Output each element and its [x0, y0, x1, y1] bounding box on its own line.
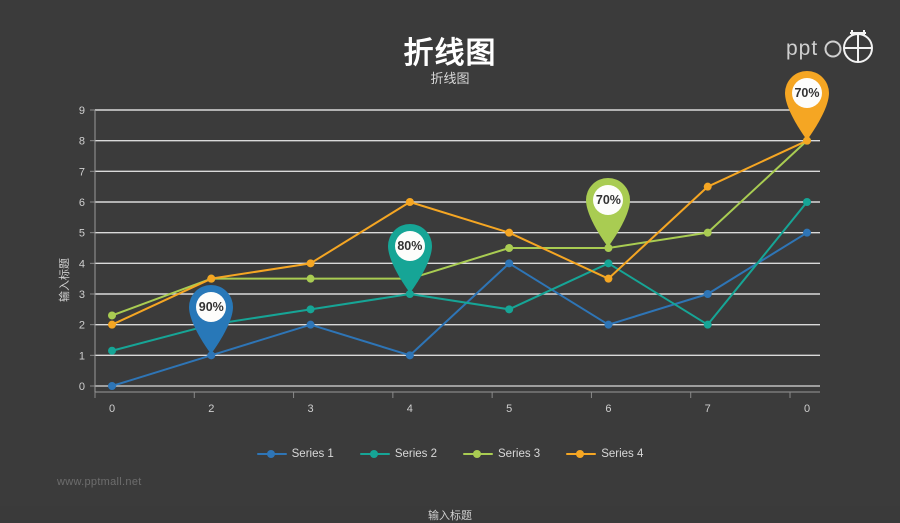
data-point[interactable] [207, 274, 216, 283]
x-axis-tick-label: 7 [705, 403, 711, 415]
y-axis-tick-label: 8 [79, 136, 85, 148]
x-axis-tick-label: 0 [804, 403, 810, 415]
legend-item-2[interactable]: Series 2 [359, 448, 437, 460]
data-point[interactable] [803, 198, 811, 206]
legend-swatch-icon [463, 449, 493, 459]
pin-icon [785, 70, 829, 140]
y-axis-tick-label: 7 [79, 166, 85, 178]
chart-header: 折线图 折线图 ppt [0, 0, 900, 96]
y-axis-tick-label: 2 [79, 320, 85, 332]
y-axis-tick-label: 0 [79, 381, 85, 393]
chart-legend: Series 1 Series 2 Series 3 Series 4 [0, 448, 900, 460]
data-point[interactable] [405, 290, 414, 298]
pin-icon [586, 178, 631, 247]
page-title: 折线图 [403, 37, 497, 70]
pptmall-logo: ppt [786, 24, 878, 68]
data-point[interactable] [604, 320, 613, 329]
legend-item-1[interactable]: Series 1 [256, 448, 334, 460]
data-point[interactable] [803, 136, 811, 145]
map-pin-marker[interactable]: 90% [181, 277, 241, 355]
y-axis-tick-label: 4 [79, 258, 85, 270]
chart-plot-svg: 0 1 2 3 4 5 6 7 8 9 0 2 3 4 5 6 7 0 [79, 105, 820, 415]
data-point[interactable] [306, 305, 315, 314]
legend-label: Series 4 [601, 448, 644, 460]
x-axis-tick-label: 2 [208, 403, 214, 415]
map-pin-marker[interactable]: 80% [380, 216, 440, 294]
data-point[interactable] [604, 274, 613, 283]
map-pin-marker[interactable]: 70% [777, 63, 837, 141]
data-point[interactable] [207, 351, 216, 360]
data-point[interactable] [803, 228, 811, 237]
watermark: www.pptmall.net [57, 476, 142, 488]
legend-label: Series 3 [498, 448, 541, 460]
y-axis-tick-label: 3 [79, 289, 85, 301]
data-point[interactable] [108, 320, 116, 329]
series-line [111, 231, 808, 387]
series-line [111, 139, 808, 326]
x-axis-tick-label: 3 [308, 403, 314, 415]
legend-swatch-icon [256, 449, 287, 459]
data-point[interactable] [703, 228, 712, 237]
legend-label: Series 2 [394, 448, 437, 460]
data-point[interactable] [604, 244, 613, 252]
line-chart: 0 1 2 3 4 5 6 7 8 9 0 2 3 4 5 6 7 0 输入标题 输入标题 90% 80% 70% 7 0… [0, 70, 900, 522]
data-point[interactable] [306, 274, 315, 283]
legend-item-4[interactable]: Series 4 [566, 448, 643, 460]
data-point[interactable] [505, 259, 514, 268]
page-subtitle: 折线图 [430, 71, 470, 86]
y-axis-tick-label: 1 [79, 350, 85, 362]
pin-icon [387, 224, 432, 293]
map-pin-marker[interactable]: 70% [578, 170, 638, 248]
data-point[interactable] [306, 259, 315, 268]
x-axis-tick-label: 6 [605, 403, 611, 415]
legend-item-3[interactable]: Series 3 [463, 448, 540, 460]
data-point[interactable] [505, 305, 514, 314]
y-axis-tick-label: 9 [79, 105, 85, 117]
x-axis-tick-label: 5 [506, 403, 512, 415]
data-point[interactable] [703, 290, 712, 298]
legend-swatch-icon [359, 449, 390, 459]
data-point[interactable] [405, 351, 414, 360]
data-point[interactable] [108, 382, 116, 390]
series-line [111, 139, 808, 317]
y-axis-tick-label: 6 [79, 197, 85, 209]
y-axis-title: 输入标题 [59, 258, 71, 302]
x-axis-title: 输入标题 [428, 510, 472, 522]
legend-swatch-icon [566, 449, 597, 459]
data-point[interactable] [505, 228, 514, 237]
data-point[interactable] [108, 346, 116, 355]
x-axis-tick-label: 4 [407, 403, 413, 415]
legend-label: Series 1 [291, 448, 334, 460]
data-point[interactable] [108, 311, 116, 320]
x-axis-tick-label: 0 [109, 403, 115, 415]
y-axis-tick-label: 5 [79, 228, 85, 240]
pin-icon [189, 285, 234, 355]
data-point[interactable] [703, 320, 712, 329]
svg-text:ppt: ppt [786, 37, 818, 60]
data-point[interactable] [405, 198, 414, 206]
data-point[interactable] [604, 259, 613, 268]
data-point[interactable] [703, 182, 712, 191]
data-point[interactable] [505, 244, 514, 252]
data-point[interactable] [306, 320, 315, 329]
